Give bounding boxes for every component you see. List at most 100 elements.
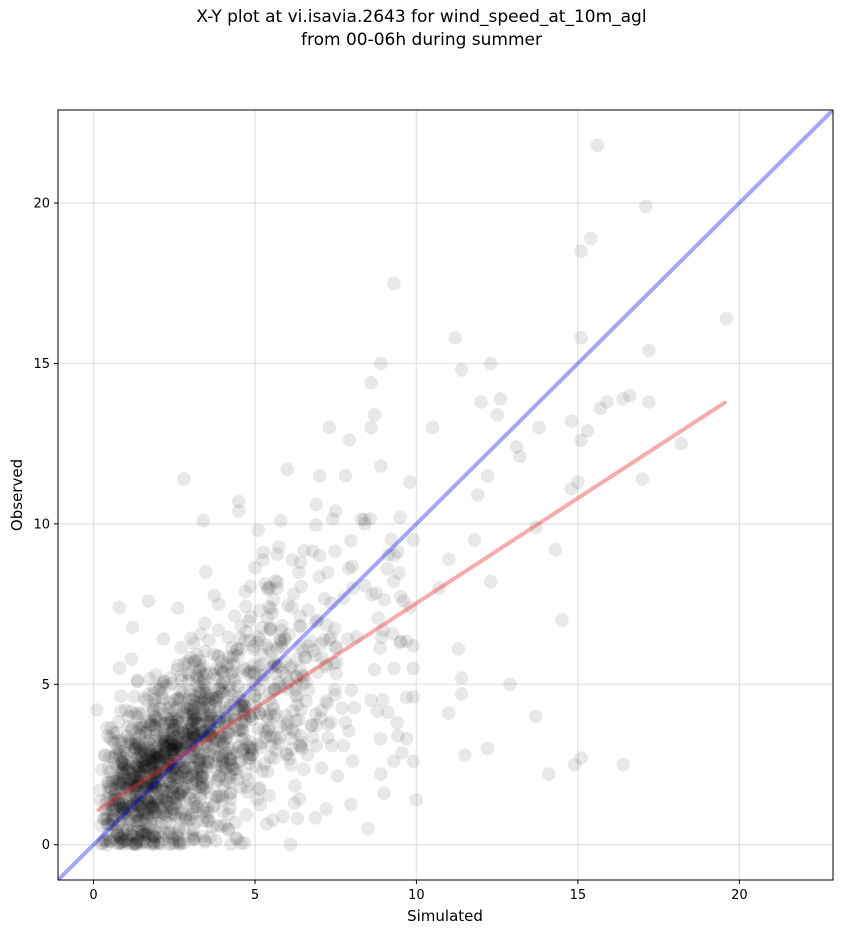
data-point xyxy=(115,776,129,790)
data-point xyxy=(171,831,186,845)
data-point xyxy=(365,588,379,602)
data-point xyxy=(203,743,218,758)
data-point xyxy=(142,795,157,810)
data-point xyxy=(127,771,142,785)
data-point xyxy=(126,745,141,759)
data-point xyxy=(167,726,181,741)
data-point xyxy=(137,827,152,842)
data-point xyxy=(151,768,166,782)
data-point xyxy=(298,650,312,665)
data-point xyxy=(220,659,234,674)
data-point xyxy=(104,721,118,735)
data-point xyxy=(158,735,173,749)
chart-title: X-Y plot at vi.isavia.2643 for wind_spee… xyxy=(0,6,843,52)
data-point xyxy=(173,770,187,785)
data-point xyxy=(328,640,343,655)
data-point xyxy=(163,671,178,685)
data-point xyxy=(113,831,128,846)
data-point xyxy=(209,714,224,729)
data-point xyxy=(115,755,129,770)
data-point xyxy=(238,706,253,721)
data-point xyxy=(286,704,300,718)
data-point xyxy=(144,798,159,813)
data-point xyxy=(135,802,150,817)
data-point xyxy=(574,751,588,765)
data-point xyxy=(128,737,143,752)
data-point xyxy=(244,610,258,624)
data-point xyxy=(114,831,128,845)
data-point xyxy=(128,779,143,793)
data-point xyxy=(147,802,161,816)
data-point xyxy=(309,739,323,753)
data-point xyxy=(106,803,121,817)
data-point xyxy=(137,826,151,841)
data-point xyxy=(483,356,498,371)
data-point xyxy=(122,812,136,827)
data-point xyxy=(173,837,187,851)
data-point xyxy=(244,741,259,755)
data-point xyxy=(121,758,135,773)
data-point xyxy=(298,651,313,665)
data-point xyxy=(297,543,312,558)
data-point xyxy=(101,817,115,831)
data-point xyxy=(119,795,133,810)
data-point xyxy=(238,683,253,698)
data-point xyxy=(357,512,372,527)
data-point xyxy=(162,754,176,768)
data-point xyxy=(151,835,166,849)
data-point xyxy=(212,734,227,748)
data-point xyxy=(164,777,178,791)
data-point xyxy=(172,693,187,708)
data-point xyxy=(112,792,126,807)
data-point xyxy=(267,657,282,671)
data-point xyxy=(241,614,256,629)
data-point xyxy=(216,792,230,807)
data-point xyxy=(141,820,156,835)
data-point xyxy=(212,769,227,783)
data-point xyxy=(296,643,310,658)
data-point xyxy=(216,755,230,769)
data-point xyxy=(290,698,305,712)
data-point xyxy=(202,697,217,711)
data-point xyxy=(328,688,342,702)
data-point xyxy=(114,756,129,770)
data-point xyxy=(387,661,401,676)
data-point xyxy=(151,793,165,808)
data-point xyxy=(474,395,488,409)
data-point xyxy=(167,748,181,762)
data-point xyxy=(159,738,174,753)
data-point xyxy=(111,776,126,791)
data-point xyxy=(273,634,288,648)
data-point xyxy=(145,717,159,731)
data-point xyxy=(148,711,162,725)
data-point xyxy=(215,752,230,766)
data-point xyxy=(186,725,200,739)
data-point xyxy=(493,392,508,406)
data-point xyxy=(135,768,149,782)
data-point xyxy=(145,828,160,842)
data-point xyxy=(123,763,138,777)
data-point xyxy=(358,517,372,531)
data-point xyxy=(159,815,173,830)
data-point xyxy=(143,784,157,799)
data-point xyxy=(245,712,259,727)
data-point xyxy=(198,616,212,631)
data-point xyxy=(168,740,182,754)
data-point xyxy=(176,765,191,779)
data-point xyxy=(235,723,249,737)
data-point xyxy=(146,834,160,849)
data-point xyxy=(219,773,233,788)
data-point xyxy=(109,787,123,802)
data-point xyxy=(197,672,211,686)
data-point xyxy=(268,666,283,681)
data-point xyxy=(376,693,390,707)
data-point xyxy=(395,746,409,760)
data-point xyxy=(195,777,210,792)
data-point xyxy=(277,632,292,647)
data-point xyxy=(208,731,222,746)
data-point xyxy=(164,807,179,822)
data-point xyxy=(125,814,139,829)
data-point xyxy=(190,727,204,741)
data-point xyxy=(214,730,228,745)
data-point xyxy=(387,276,401,291)
